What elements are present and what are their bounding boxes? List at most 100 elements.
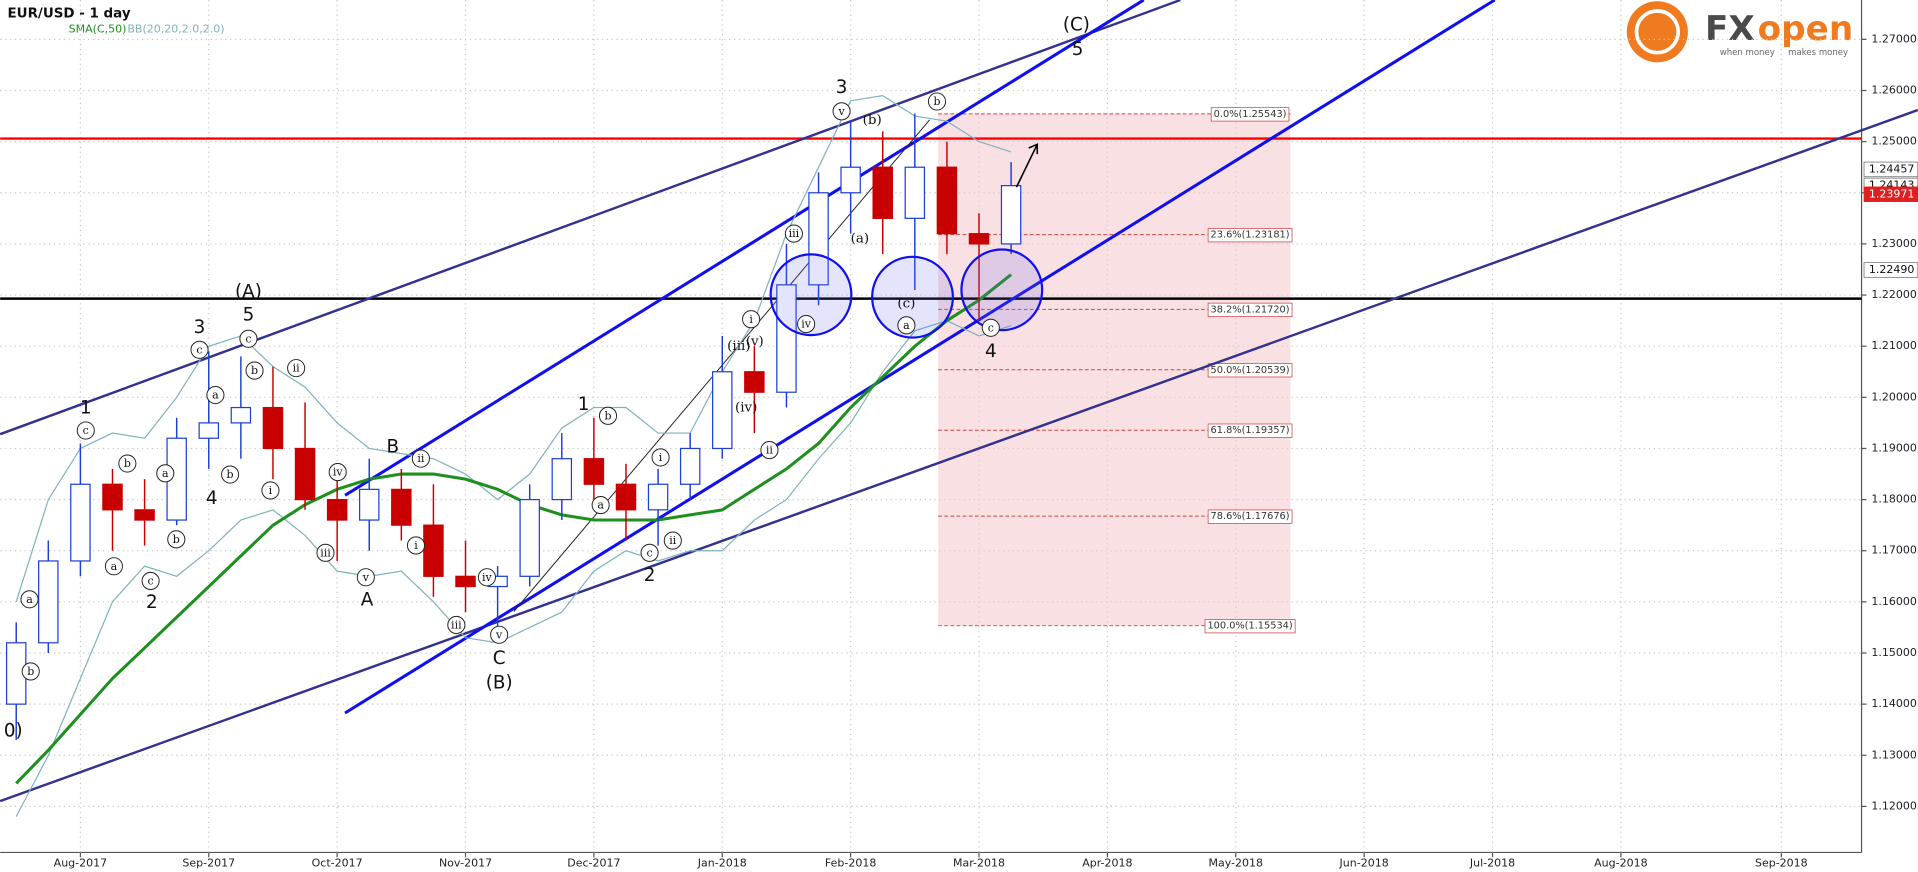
wave-circle [156,464,175,483]
x-tick-label: Oct-2017 [312,856,363,869]
wave-label: 1 [80,397,92,418]
wave-circle [76,421,95,440]
wave-label: i [414,539,418,552]
wave-label: B [386,437,399,458]
wave-label: iv [482,571,493,584]
y-tick-label: 1.17000 [1871,544,1917,557]
trendline [344,0,1496,715]
fib-label: 0.0%(1.25543) [1214,109,1287,120]
candle-body [808,192,829,286]
x-tick-label: Sep-2018 [1755,856,1808,869]
candle-body [679,447,701,485]
y-tick-label: 1.20000 [1871,390,1917,403]
candle-body [583,458,605,485]
fib-label: 78.6%(1.17676) [1211,511,1290,522]
wave-circle [104,557,123,576]
x-tick-label: Jun-2018 [1339,856,1389,869]
wave-label: 4 [206,488,218,509]
price-tag-label: 1.23971 [1869,187,1915,200]
logo-suffix: open [1758,9,1854,49]
wave-circle [742,310,761,329]
x-tick-label: Aug-2017 [54,856,107,869]
x-tick-label: May-2018 [1208,856,1263,869]
y-tick-label: 1.14000 [1871,697,1917,710]
wave-label: v [495,628,503,641]
wave-circle [651,448,670,467]
wave-label: A [361,589,374,610]
wave-circle [832,102,851,121]
candle-body [326,498,348,521]
wave-label: iv [333,466,344,479]
wave-circle [20,590,39,609]
plot-layer: 0.0%(1.25543) 23.6%(1.23181) 38.2%(1.21720… [0,0,1918,853]
x-tick-label: Mar-2018 [953,856,1005,869]
wave-circle [447,615,466,635]
y-tick-label: 1.21000 [1871,339,1917,352]
candle-body [38,560,59,644]
candle-body [840,166,861,194]
wave-label: 0) [4,720,23,741]
wave-label: c [646,546,652,559]
price-tag-label: 1.22490 [1869,263,1915,276]
x-tick-label: Aug-2018 [1594,856,1647,869]
candle-body [615,483,637,511]
wave-circle [591,496,610,515]
bollinger-lower [15,320,1012,817]
candle-body [294,447,316,501]
wave-label: (b) [863,113,882,128]
wave-label: ii [417,452,425,465]
wave-label: (B) [486,673,513,694]
highlight-circle [871,255,954,339]
wave-label: (C) [1063,15,1090,36]
x-tick-label: Jan-2018 [697,856,747,869]
candle-body [1000,185,1022,245]
wave-label: v [362,571,370,584]
candle-body [904,166,926,219]
wave-label: c [245,332,251,345]
wave-label: 2 [644,565,656,586]
wave-label: i [749,313,753,326]
y-tick-label: 1.16000 [1871,595,1917,608]
wave-label: C [493,648,506,669]
fib-label: 61.8%(1.19357) [1211,425,1290,436]
candle-body [455,575,476,588]
wave-label: 1 [578,394,590,415]
wave-label: c [196,343,202,356]
wave-label: 2 [146,592,158,613]
fib-label: 50.0%(1.20539) [1211,365,1290,376]
wave-circle [927,92,947,111]
wave-label: b [27,665,34,678]
wave-label: a [597,499,604,512]
wave-label: (iv) [735,400,757,415]
fib-label-box [1207,302,1293,317]
wave-circle [167,530,186,549]
wave-label: (c) [897,296,915,311]
wave-circle [406,536,426,555]
logo-tagline: when money [1720,48,1775,58]
logo-emblem-ring [1634,9,1680,55]
y-tick-label: 1.12000 [1871,799,1917,812]
projection-arrow [1015,143,1039,188]
y-tick-label: 1.23000 [1871,237,1917,250]
wave-label: i [269,484,273,497]
wave-circle [356,568,375,587]
x-tick-label: Dec-2017 [567,856,620,869]
logo: FX open when money makes money [1626,1,1854,63]
x-tick-label: Feb-2018 [825,856,876,869]
fib-label-box [1207,509,1293,524]
wave-label: ii [766,444,774,457]
wave-circle [477,568,496,587]
fib-label: 38.2%(1.21720) [1211,304,1290,315]
x-tick-label: Nov-2017 [439,856,492,869]
trendline [0,0,1181,436]
wave-label: (A) [235,281,262,302]
wave-label: c [83,424,89,437]
chart-title: EUR/USD - 1 day [8,6,131,21]
wave-label: iii [451,619,462,632]
logo-prefix: FX [1705,9,1755,49]
wave-label: (a) [851,232,870,247]
fib-label: 23.6%(1.23181) [1211,230,1290,241]
wave-label: 5 [243,305,255,326]
wave-circle [490,625,509,644]
